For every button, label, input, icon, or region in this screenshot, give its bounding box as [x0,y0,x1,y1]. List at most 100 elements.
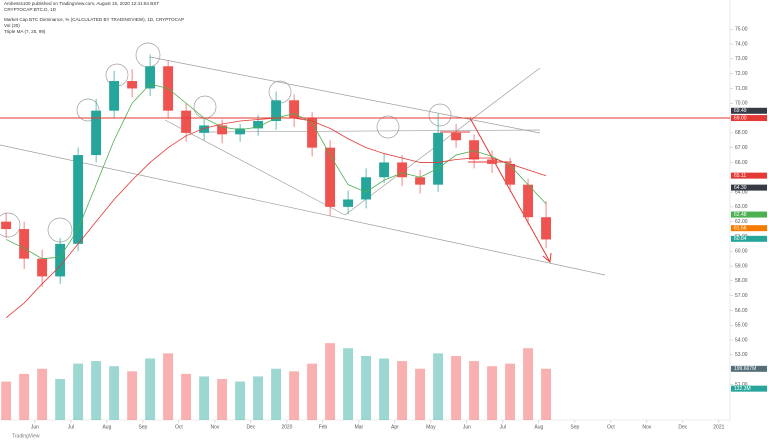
trend-line [0,144,606,276]
candle-body [271,100,282,122]
x-tick-label: Apr [391,424,399,430]
x-tick-label: Jul [500,424,506,430]
candle-body [289,100,300,119]
volume-bar [181,373,192,420]
y-tick-label: 73.00 [735,56,748,62]
x-tick-label: Aug [102,424,111,430]
x-tick-label: Jun [31,424,39,430]
x-tick-label: Dec [678,424,687,430]
candle-body [451,132,462,141]
volume-bar [523,348,534,420]
annotation-circle [76,98,100,122]
price-label: 199.667M [734,366,756,372]
volume-bar [1,381,12,420]
y-tick-label: 54.00 [735,337,748,343]
candle-body [307,118,318,148]
y-tick-label: 51.00 [735,382,748,388]
volume-bar [199,376,210,420]
candle-body [433,132,444,185]
candle-body [235,128,246,135]
price-label-bg [731,211,767,218]
candle-body [523,184,534,218]
x-tick-label: Sep [138,424,147,430]
volume-bar [127,371,138,420]
candle-body [397,162,408,178]
candle-body [343,199,354,207]
price-label-bg [731,385,767,392]
y-tick-label: 67.00 [735,145,748,151]
trend-line [204,129,541,133]
volume-bar [217,379,228,420]
candle-body [541,217,552,240]
price-label: 122.3M [734,386,751,392]
y-tick-label: 53.00 [735,352,748,358]
plot [1,54,552,420]
candle-body [505,163,516,185]
candle-body [73,155,84,244]
candle-body [253,121,264,129]
candle-body [1,221,12,230]
x-tick-label: 2020 [281,424,292,430]
y-tick-label: 56.00 [735,308,748,314]
volume-bar [433,353,444,420]
y-tick-label: 62.00 [735,219,748,225]
x-tick-label: Jun [463,424,471,430]
annotation-circle [428,103,452,127]
candle-body [37,258,48,277]
x-tick-label: Aug [534,424,543,430]
volume-bar [19,373,30,420]
price-label-bg [731,184,767,191]
price-label: 61.56 [734,226,747,232]
price-label-bg [731,225,767,232]
y-tick-label: 63.00 [735,204,748,210]
y-tick-label: 57.00 [735,293,748,299]
candle-body [361,177,372,200]
y-tick-label: 70.00 [735,101,748,107]
publisher: Ambesss100 published on TradingView.com,… [4,1,159,6]
indicator-label: Triple MA (7, 25, 99) [4,29,46,34]
y-tick-label: 68.00 [735,130,748,136]
y-tick-label: 66.00 [735,160,748,166]
volume-bar [271,368,282,420]
x-tick-label: Oct [175,424,183,430]
y-tick-label: 55.00 [735,323,748,329]
volume-bar [145,358,156,420]
candle-body [145,66,156,89]
x-tick-label: Jul [68,424,74,430]
price-label: 65.11 [734,173,746,179]
volume-bar [343,348,354,420]
x-tick-label: Nov [642,424,651,430]
volume-bar [361,355,372,420]
price-label: 60.84 [734,236,747,242]
price-label: 69.49 [734,108,747,114]
y-tick-label: 60.00 [735,249,748,255]
candle-body [379,162,390,178]
volume-bar [37,368,48,420]
y-tick-label: 72.00 [735,71,748,77]
volume-bar [73,363,84,420]
y-tick-label: 59.00 [735,263,748,269]
y-tick-label: 71.00 [735,86,748,92]
volume-bar [55,379,66,420]
candle-body [415,177,426,185]
y-tick-label: 58.00 [735,278,748,284]
x-tick-label: 2021 [713,424,724,430]
candle-body [55,243,66,277]
candle-body [91,110,102,156]
volume-bar [109,366,120,420]
volume-bar [325,343,336,420]
volume-bar [541,368,552,420]
price-label: 64.30 [734,185,747,191]
volume-bar [289,371,300,420]
volume-bar [235,381,246,420]
price-label-bg [731,172,767,179]
volume-bar [253,376,264,420]
price-label-bg [731,115,767,122]
y-tick-label: 75.00 [735,27,748,33]
x-tick-label: May [426,424,436,430]
candle-body [127,81,138,89]
candle-body [181,110,192,133]
candle-body [325,147,336,207]
price-label-bg [731,365,767,372]
